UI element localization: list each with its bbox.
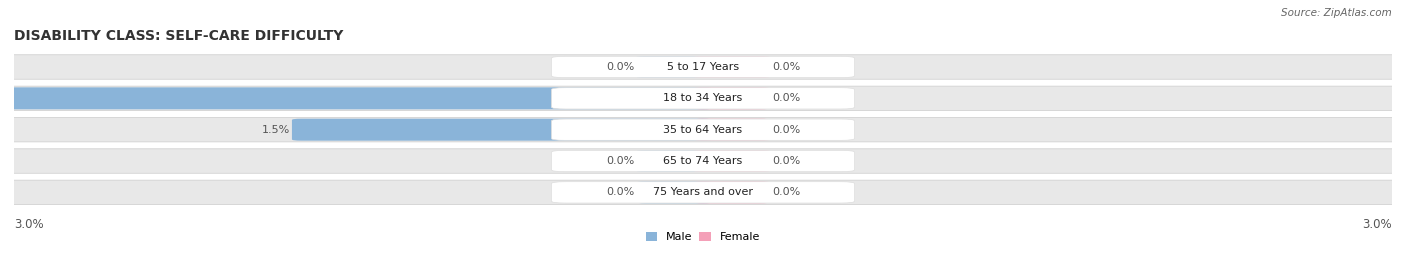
FancyBboxPatch shape (693, 56, 769, 78)
FancyBboxPatch shape (693, 87, 769, 109)
FancyBboxPatch shape (693, 150, 769, 172)
FancyBboxPatch shape (551, 56, 855, 78)
Text: 0.0%: 0.0% (606, 187, 634, 197)
Legend: Male, Female: Male, Female (647, 232, 759, 242)
Text: 65 to 74 Years: 65 to 74 Years (664, 156, 742, 166)
Text: 0.0%: 0.0% (606, 62, 634, 72)
FancyBboxPatch shape (0, 118, 1406, 142)
Text: 0.0%: 0.0% (606, 156, 634, 166)
FancyBboxPatch shape (0, 86, 1406, 111)
FancyBboxPatch shape (551, 150, 855, 172)
Text: 3.0%: 3.0% (1362, 218, 1392, 231)
Text: 5 to 17 Years: 5 to 17 Years (666, 62, 740, 72)
Text: Source: ZipAtlas.com: Source: ZipAtlas.com (1281, 8, 1392, 18)
FancyBboxPatch shape (0, 55, 1406, 79)
FancyBboxPatch shape (693, 181, 769, 203)
Text: 0.0%: 0.0% (772, 187, 800, 197)
FancyBboxPatch shape (0, 149, 1406, 173)
Text: 0.0%: 0.0% (772, 62, 800, 72)
FancyBboxPatch shape (0, 180, 1406, 205)
Text: 35 to 64 Years: 35 to 64 Years (664, 125, 742, 135)
Text: 75 Years and over: 75 Years and over (652, 187, 754, 197)
FancyBboxPatch shape (551, 88, 855, 109)
FancyBboxPatch shape (693, 119, 769, 141)
FancyBboxPatch shape (0, 87, 713, 109)
Text: 18 to 34 Years: 18 to 34 Years (664, 93, 742, 103)
FancyBboxPatch shape (637, 150, 713, 172)
FancyBboxPatch shape (551, 119, 855, 140)
Text: 0.0%: 0.0% (772, 156, 800, 166)
Text: 0.0%: 0.0% (772, 93, 800, 103)
FancyBboxPatch shape (292, 119, 713, 141)
Text: DISABILITY CLASS: SELF-CARE DIFFICULTY: DISABILITY CLASS: SELF-CARE DIFFICULTY (14, 30, 343, 44)
FancyBboxPatch shape (551, 182, 855, 203)
FancyBboxPatch shape (637, 56, 713, 78)
Text: 3.0%: 3.0% (14, 218, 44, 231)
FancyBboxPatch shape (637, 181, 713, 203)
Text: 1.5%: 1.5% (262, 125, 290, 135)
Text: 0.0%: 0.0% (772, 125, 800, 135)
